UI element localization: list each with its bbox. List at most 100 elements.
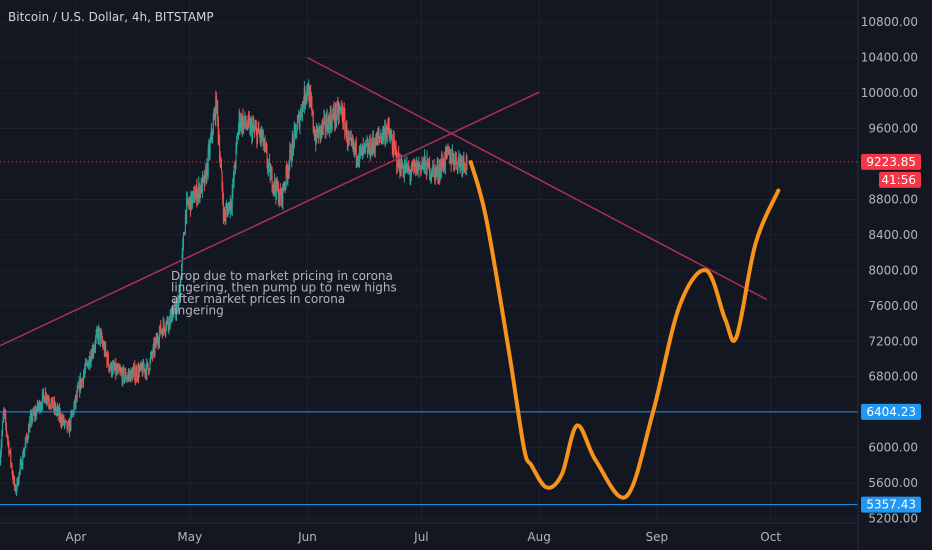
candle-body [83,373,85,376]
candle-body [167,323,169,328]
candle-body [247,116,249,128]
candle-body [268,160,270,166]
candle-body [193,190,195,203]
time-tick-label: Aug [527,530,550,544]
candle-body [322,122,324,129]
candle-body [328,117,330,121]
candle-body [58,408,60,419]
price-tick-label: 7600.00 [868,299,918,313]
annotation-line: after market prices in corona [171,292,345,306]
candle-body [227,209,229,215]
candle-body [90,355,92,363]
level-price-tag: 5357.43 [866,498,916,512]
candle-body [188,202,190,206]
candle-body [105,352,107,355]
candle-body [181,252,183,265]
candle-body [81,379,83,387]
candle-body [124,372,126,378]
candle-body [170,309,172,321]
candle-body [441,158,443,171]
candle-body [374,146,376,152]
last-price-tag-bg [861,153,921,170]
candle-body [324,116,326,130]
candle-body [138,369,140,377]
candle-body [156,337,158,344]
candle-body [122,368,124,370]
candle-body [138,367,140,377]
candle-body [105,345,107,353]
candle-body [307,88,309,95]
candle-body [112,364,114,366]
candle-body [266,151,268,164]
candle-body [325,128,327,130]
candle-body [466,157,468,166]
candle-body [398,159,400,167]
candle-body [272,185,274,190]
candle-body [185,215,187,218]
candle-body [279,189,281,195]
candle-body [421,164,423,166]
trendline-rising-support[interactable] [0,91,540,347]
candle-body [407,167,409,172]
candle-body [175,312,177,316]
time-scale[interactable]: Apr May Jun Jul Aug Sep Oct [66,530,782,544]
candle-body [74,399,76,405]
candle-body [299,117,301,128]
candle-body [331,115,333,128]
projection-curve[interactable] [468,160,781,500]
trendline-falling-resistance[interactable] [307,56,768,301]
candle-body [46,398,48,401]
candle-body [362,146,364,157]
candle-body [451,153,453,162]
candle-body [323,117,325,123]
candle-body [253,129,255,131]
candle-body [169,316,171,325]
candle-body [230,201,232,207]
candle-body [98,327,100,330]
candle-body [453,158,455,166]
price-scale[interactable]: 10800.00 10400.00 10000.00 9600.00 8800.00 84… [861,15,918,525]
candle-body [140,363,142,368]
candle-body [349,138,351,140]
candle-body [210,137,212,142]
candle-body [280,194,282,203]
candle-body [412,163,414,167]
candle-body [194,199,196,203]
candle-body [98,327,100,340]
candle-body [59,413,61,419]
candle-body [86,362,88,364]
candle-body [456,163,458,170]
candle-body [396,166,398,168]
candle-body [423,159,425,167]
price-tick-label: 8400.00 [868,228,918,242]
candle-body [44,401,46,404]
candle-body [143,368,145,370]
candle-body [270,172,272,180]
candle-body [15,488,17,492]
candle-body [196,196,198,203]
candle-body [5,424,7,432]
candle-body [341,107,343,109]
candle-body [373,146,375,148]
candle-body [141,363,143,368]
candle-body [173,305,175,313]
candle-body [221,171,223,188]
candle-body [21,465,23,469]
candle-body [203,176,205,186]
candle-body [358,159,360,161]
candle-body [100,333,102,335]
candle-body [201,177,203,193]
candle-body [237,136,239,138]
candle-body [446,147,448,153]
candle-body [313,128,315,133]
candle-body [216,102,218,112]
candle-body [157,337,159,342]
candle-body [308,86,310,95]
candle-body [296,130,298,137]
candle-body [434,169,436,180]
candle-body [229,201,231,212]
time-tick-label: May [177,530,202,544]
candle-body [383,131,385,138]
candle-body [444,149,446,167]
